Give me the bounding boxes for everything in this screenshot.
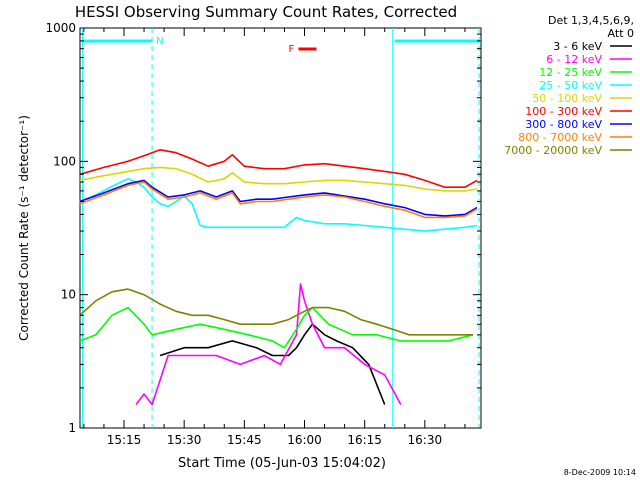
legend-label: 25 - 50 keV [539,79,602,92]
series-line-7000-20000-kev [79,288,473,336]
legend-label: 7000 - 20000 keV [504,144,602,157]
series-line-6-12-kev [135,283,402,406]
x-axis-label: Start Time (05-Jun-03 15:04:02) [178,456,386,471]
x-axis: 15:15 15:30 15:45 16:00 16:15 16:30 [83,28,466,447]
legend-label: 50 - 100 keV [532,92,602,105]
series-line-12-25-kev [79,306,474,349]
state-annotations: NF [81,36,481,55]
y-tick-label: 100 [53,154,76,168]
x-tick-label: 16:00 [287,433,322,447]
series-line-800-7000-kev [79,181,478,219]
legend-label: 800 - 7000 keV [518,131,602,144]
legend-header-line1: Det 1,3,4,5,6,9, [548,14,634,27]
night-label: N [156,36,163,47]
series-line-50-100-kev [79,166,478,192]
y-tick-label: 1000 [45,21,76,35]
y-axis-label: Corrected Count Rate (s⁻¹ detector⁻¹) [17,115,31,341]
series-group [79,149,478,406]
x-tick-label: 16:30 [408,433,443,447]
legend-label: 100 - 300 keV [525,105,602,118]
x-tick-label: 15:15 [107,433,142,447]
legend-label: 12 - 25 keV [539,66,602,79]
legend-label: 6 - 12 keV [546,53,602,66]
series-line-100-300-kev [79,149,478,188]
flare-label: F [288,44,294,55]
y-tick-label: 10 [61,288,76,302]
x-tick-label: 16:15 [347,433,382,447]
series-line-300-800-kev [79,179,478,217]
series-line-3-6-kev [159,323,386,405]
legend-label: 300 - 800 keV [525,118,602,131]
legend-label: 3 - 6 keV [553,40,602,53]
plot-frame [79,27,482,429]
legend-header-line2: Att 0 [608,27,634,40]
y-axis: 1 10 100 1000 [45,21,481,435]
footer-timestamp: 8-Dec-2009 10:14 [564,468,636,477]
y-tick-label: 1 [68,421,76,435]
series-line-25-50-kev [79,178,478,232]
x-tick-label: 15:45 [227,433,262,447]
chart-title: HESSI Observing Summary Count Rates, Cor… [75,3,457,21]
x-tick-label: 15:30 [167,433,202,447]
